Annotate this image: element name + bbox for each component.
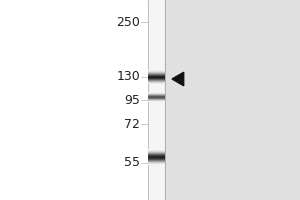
Bar: [148, 164, 165, 165]
Bar: [148, 162, 165, 163]
Bar: [148, 70, 165, 71]
Bar: [148, 93, 165, 94]
Bar: [148, 160, 165, 161]
Bar: [148, 73, 165, 74]
Bar: [148, 77, 165, 78]
Bar: [148, 98, 165, 99]
Bar: [148, 163, 165, 164]
Bar: [148, 154, 165, 155]
Bar: [148, 78, 165, 79]
Bar: [148, 79, 165, 80]
Bar: [148, 74, 165, 75]
Bar: [148, 97, 165, 98]
Bar: [148, 150, 165, 151]
Bar: [148, 158, 165, 159]
Bar: [165, 0, 300, 200]
Bar: [148, 94, 165, 95]
Bar: [148, 149, 165, 150]
Bar: [148, 96, 165, 97]
Bar: [148, 153, 165, 154]
Bar: [148, 76, 165, 77]
Bar: [148, 151, 165, 152]
Text: 72: 72: [124, 117, 140, 130]
Bar: [148, 152, 165, 153]
Bar: [148, 99, 165, 100]
Bar: [148, 159, 165, 160]
Bar: [148, 83, 165, 84]
Bar: [148, 71, 165, 72]
Polygon shape: [172, 72, 184, 86]
Bar: [148, 156, 165, 157]
Bar: [148, 0, 165, 200]
Bar: [148, 75, 165, 76]
Text: 130: 130: [116, 71, 140, 84]
Bar: [148, 100, 165, 101]
Bar: [148, 82, 165, 83]
Bar: [148, 157, 165, 158]
Bar: [148, 101, 165, 102]
Bar: [148, 81, 165, 82]
Text: 55: 55: [124, 156, 140, 170]
Bar: [148, 155, 165, 156]
Bar: [148, 92, 165, 93]
Bar: [148, 80, 165, 81]
Bar: [148, 72, 165, 73]
Text: 95: 95: [124, 94, 140, 106]
Text: 250: 250: [116, 16, 140, 28]
Bar: [148, 161, 165, 162]
Bar: [148, 95, 165, 96]
